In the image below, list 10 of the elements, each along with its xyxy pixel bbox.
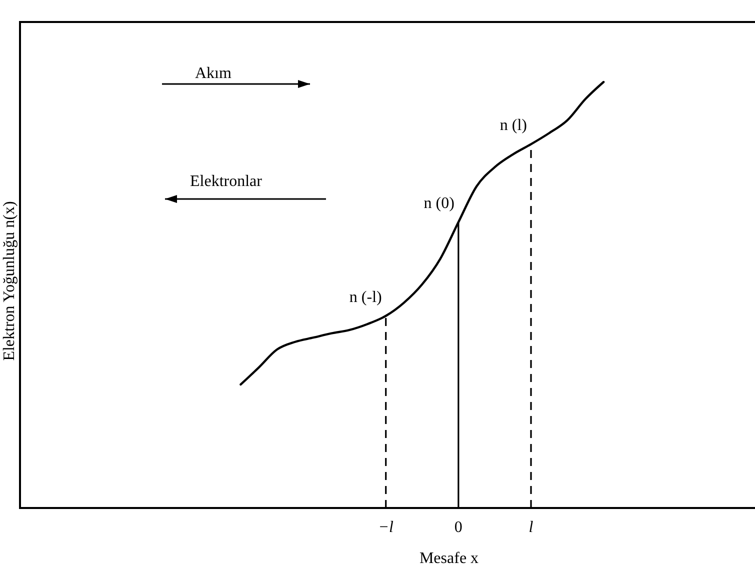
annotation: Akım bbox=[195, 65, 232, 82]
x-tick-label: l bbox=[528, 519, 534, 536]
annotation: Elektronlar bbox=[190, 173, 263, 190]
annotation: n (l) bbox=[500, 117, 527, 134]
x-tick-label: 0 bbox=[454, 519, 462, 536]
y-axis-title: Elektron Yoğunluğu n(x) bbox=[1, 201, 18, 361]
x-axis-title: Mesafe x bbox=[419, 550, 479, 567]
annotation: n (-l) bbox=[349, 288, 382, 306]
x-tick-label: −l bbox=[378, 519, 394, 536]
annotation: n (0) bbox=[424, 195, 454, 212]
